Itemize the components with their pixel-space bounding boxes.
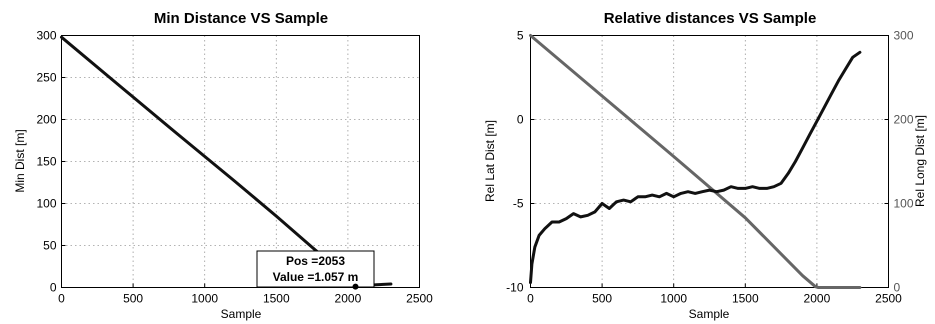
chart2-plot-frame xyxy=(530,35,889,288)
chart1-ytick-label: 100 xyxy=(36,197,56,211)
chart1-annotation: Pos =2053 Value =1.057 m xyxy=(256,250,375,288)
chart2-xtick-label: 2500 xyxy=(875,292,902,306)
chart1-xtick-label: 1000 xyxy=(191,292,218,306)
chart2-title: Relative distances VS Sample xyxy=(604,10,817,27)
chart1-xlabel: Sample xyxy=(221,307,262,321)
chart1-ticks: 0 500 1000 1500 2000 2500 0 50 100 150 200 250 300 xyxy=(36,29,433,306)
chart1-series-line xyxy=(60,35,393,289)
chart2-ytick-label-right: 100 xyxy=(894,197,914,211)
chart1-xtick-label: 1500 xyxy=(263,292,290,306)
chart2-xtick-label: 0 xyxy=(527,292,534,306)
chart2-series-lat-dist-line xyxy=(529,50,862,284)
chart2-ylabel-left: Rel Lat Dist [m] xyxy=(483,120,497,202)
chart1-grid xyxy=(61,35,420,288)
chart2-xlabel: Sample xyxy=(689,307,730,321)
chart2-xtick-label: 500 xyxy=(592,292,612,306)
chart1-ytick-label: 50 xyxy=(43,239,57,253)
chart1-ytick-label: 200 xyxy=(36,113,56,127)
chart1-xtick-label: 2000 xyxy=(335,292,362,306)
chart1-plot-frame xyxy=(61,35,420,288)
chart1-title: Min Distance VS Sample xyxy=(154,10,328,27)
chart1-datatip-marker xyxy=(352,283,359,290)
chart2-ytick-label-right: 0 xyxy=(894,281,901,295)
chart1-ylabel: Min Dist [m] xyxy=(13,129,27,192)
chart1-annotation-line1: Pos =2053 xyxy=(286,254,345,268)
chart2-xtick-label: 1500 xyxy=(732,292,759,306)
chart2-ytick-label-left: -10 xyxy=(506,281,524,295)
chart1-xtick-label: 500 xyxy=(123,292,143,306)
chart2-ytick-label-right: 200 xyxy=(894,113,914,127)
chart1-annotation-box xyxy=(256,250,375,288)
chart2-xtick-label: 1000 xyxy=(660,292,687,306)
chart2-ytick-label-left: 5 xyxy=(517,29,524,43)
chart1-ytick-label: 0 xyxy=(50,281,57,295)
chart2-xtick-label: 2000 xyxy=(804,292,831,306)
chart1-xtick-label: 0 xyxy=(58,292,65,306)
chart2-ytick-label-left: -5 xyxy=(513,197,524,211)
chart2-ylabel-right: Rel Long Dist [m] xyxy=(913,115,927,207)
chart-relative-distances: Relative distances VS Sample 0 500 1000 150… xyxy=(483,10,927,321)
chart2-ytick-label-right: 300 xyxy=(894,29,914,43)
chart-min-distance: Min Distance VS Sample 0 500 1000 1500 2000 2… xyxy=(13,10,433,321)
chart1-ytick-label: 150 xyxy=(36,155,56,169)
chart2-grid xyxy=(530,35,889,288)
chart2-series-long-dist-line xyxy=(529,34,862,289)
chart1-ytick-label: 250 xyxy=(36,71,56,85)
chart2-ytick-label-left: 0 xyxy=(517,113,524,127)
chart1-ytick-label: 300 xyxy=(36,29,56,43)
chart1-annotation-line2: Value =1.057 m xyxy=(273,270,359,284)
chart1-xtick-label: 2500 xyxy=(406,292,433,306)
